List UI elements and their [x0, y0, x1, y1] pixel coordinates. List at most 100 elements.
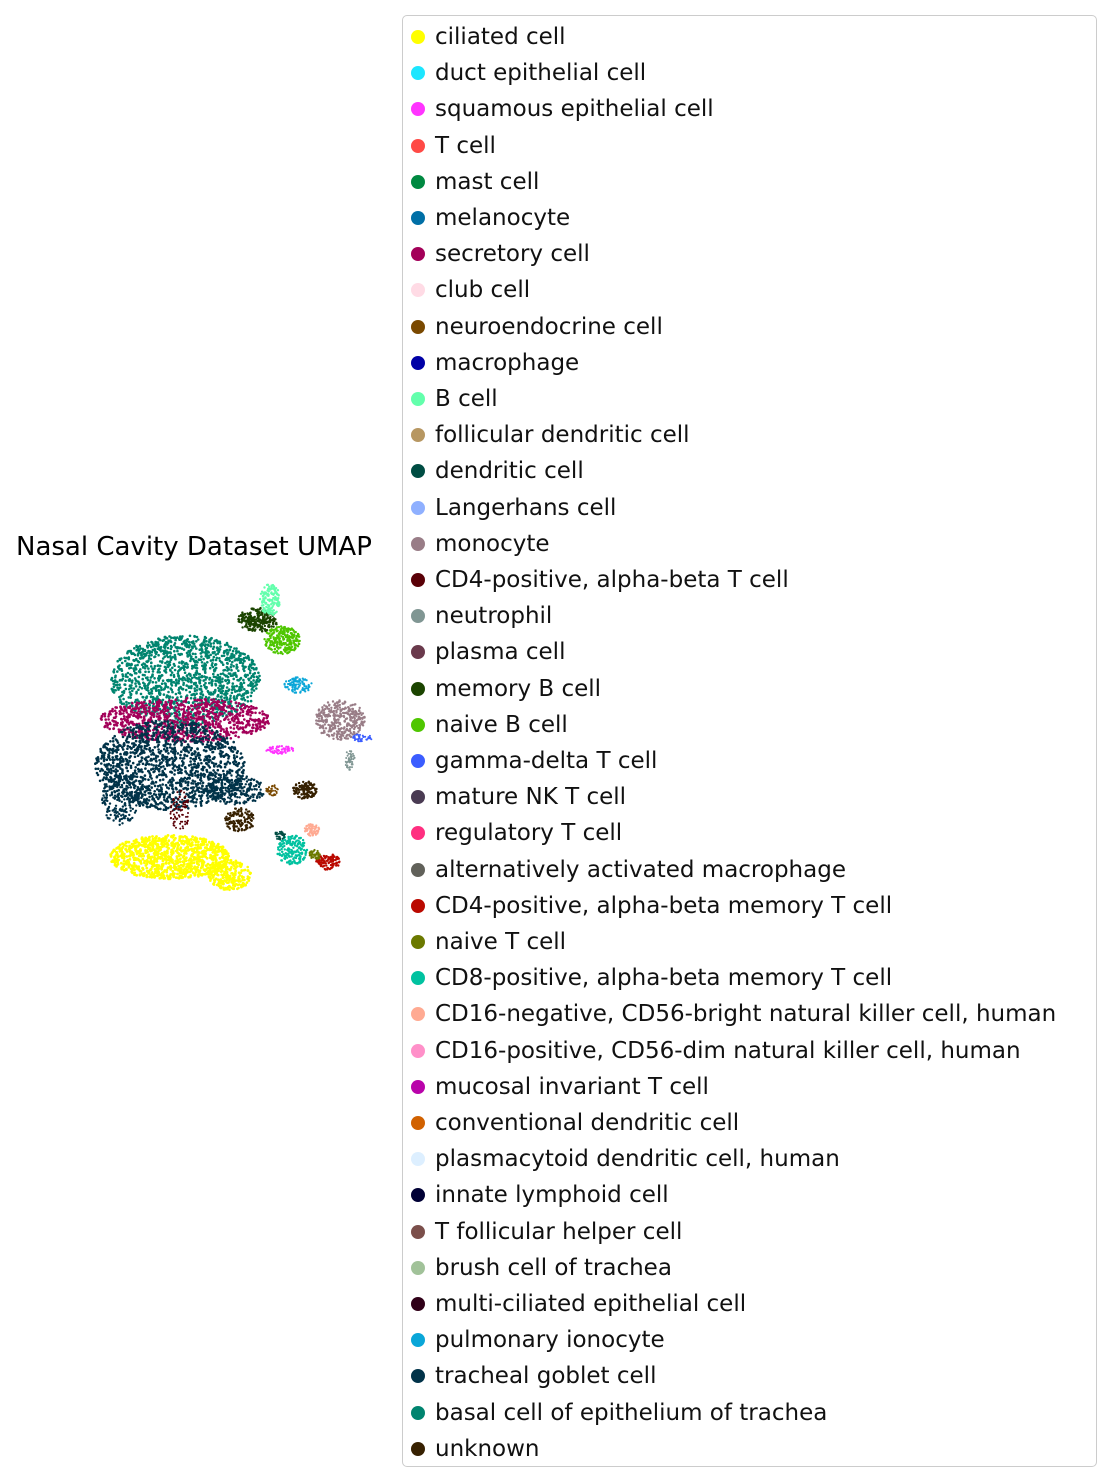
data-point	[240, 787, 243, 790]
data-point	[171, 787, 174, 790]
data-point	[157, 793, 161, 796]
data-point	[212, 698, 216, 701]
data-point	[170, 756, 174, 760]
data-point	[119, 712, 123, 715]
data-point	[203, 759, 206, 762]
data-point	[116, 769, 119, 773]
data-point	[152, 686, 156, 690]
data-point	[159, 700, 163, 704]
data-point	[254, 667, 258, 671]
data-point	[143, 845, 147, 849]
data-point	[254, 784, 258, 788]
data-point	[169, 867, 173, 871]
data-point	[199, 737, 203, 741]
data-point	[189, 657, 193, 660]
data-point	[134, 682, 137, 685]
data-point	[217, 722, 220, 725]
data-point	[192, 642, 196, 646]
data-point	[152, 852, 156, 855]
data-point	[226, 682, 229, 685]
data-point	[141, 695, 144, 699]
data-point	[163, 725, 166, 728]
data-point	[156, 740, 159, 744]
data-point	[205, 762, 209, 766]
data-point	[124, 687, 128, 691]
data-point	[216, 740, 220, 744]
data-point	[165, 746, 169, 750]
data-point	[202, 791, 205, 795]
data-point	[149, 716, 153, 719]
data-point	[115, 754, 119, 758]
data-point	[186, 638, 189, 641]
data-point	[184, 678, 187, 682]
data-point	[239, 654, 242, 657]
data-point	[158, 693, 162, 697]
data-point	[147, 755, 150, 758]
data-point	[195, 717, 198, 720]
data-point	[150, 875, 154, 879]
data-point	[207, 754, 211, 758]
data-point	[219, 688, 222, 691]
data-point	[229, 737, 233, 740]
data-point	[192, 692, 196, 696]
data-point	[171, 762, 175, 765]
data-point	[131, 704, 134, 708]
data-point	[222, 754, 225, 758]
data-point	[241, 662, 245, 665]
data-point	[158, 784, 162, 787]
data-point	[195, 692, 198, 695]
data-point	[129, 806, 132, 809]
data-point	[211, 659, 215, 662]
data-point	[175, 787, 178, 791]
data-point	[126, 752, 129, 755]
data-point	[217, 681, 221, 684]
data-point	[189, 685, 193, 689]
data-point	[134, 685, 138, 688]
data-point	[171, 739, 175, 743]
data-point	[114, 807, 118, 810]
data-point	[136, 734, 139, 737]
data-point	[108, 710, 112, 713]
data-point	[219, 720, 222, 723]
data-point	[187, 677, 191, 681]
data-point	[243, 785, 246, 789]
data-point	[160, 761, 163, 764]
data-point	[174, 740, 178, 744]
data-point	[173, 643, 176, 647]
data-point	[219, 749, 222, 753]
data-point	[168, 699, 171, 702]
data-point	[99, 747, 102, 751]
data-point	[209, 659, 213, 662]
data-point	[180, 660, 184, 663]
data-point	[221, 680, 224, 683]
data-point	[173, 865, 176, 868]
data-point	[167, 715, 171, 718]
data-point	[182, 648, 186, 651]
data-point	[227, 657, 231, 661]
data-point	[158, 789, 161, 792]
data-point	[196, 865, 200, 869]
data-point	[216, 765, 219, 768]
data-point	[217, 796, 220, 799]
data-point	[182, 734, 186, 738]
data-point	[135, 793, 138, 796]
data-point	[247, 665, 251, 668]
data-point	[156, 755, 160, 758]
data-point	[124, 776, 127, 779]
data-point	[130, 686, 133, 690]
data-point	[250, 691, 253, 694]
data-point	[216, 652, 220, 655]
data-point	[194, 757, 198, 761]
data-point	[223, 693, 226, 696]
data-point	[233, 780, 237, 783]
data-point	[259, 728, 262, 731]
data-point	[249, 699, 253, 703]
data-point	[119, 807, 122, 811]
data-point	[227, 706, 231, 709]
data-point	[220, 779, 223, 782]
data-point	[177, 704, 181, 707]
data-point	[137, 649, 141, 652]
data-point	[107, 718, 110, 721]
data-point	[200, 690, 204, 693]
data-point	[123, 798, 126, 801]
